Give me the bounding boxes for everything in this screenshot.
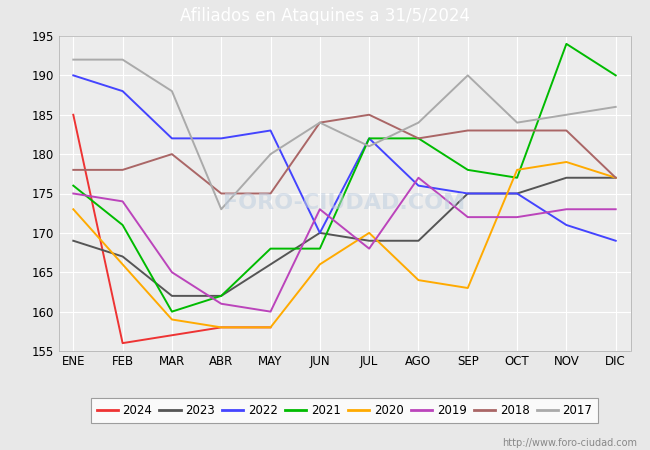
Legend: 2024, 2023, 2022, 2021, 2020, 2019, 2018, 2017: 2024, 2023, 2022, 2021, 2020, 2019, 2018… bbox=[90, 398, 599, 423]
Text: FORO-CIUDAD.COM: FORO-CIUDAD.COM bbox=[224, 193, 465, 213]
Text: Afiliados en Ataquines a 31/5/2024: Afiliados en Ataquines a 31/5/2024 bbox=[180, 7, 470, 25]
Text: http://www.foro-ciudad.com: http://www.foro-ciudad.com bbox=[502, 438, 637, 448]
